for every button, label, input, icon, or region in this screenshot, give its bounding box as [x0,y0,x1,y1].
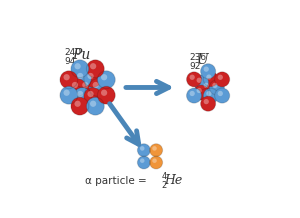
Circle shape [68,78,86,96]
Circle shape [204,66,209,72]
Circle shape [201,80,216,95]
Text: U: U [197,53,209,67]
Circle shape [60,86,78,104]
Circle shape [93,82,99,88]
Circle shape [196,88,202,93]
Circle shape [218,91,223,96]
Circle shape [203,72,218,87]
Circle shape [140,158,145,163]
Circle shape [72,82,78,88]
Circle shape [74,101,81,107]
Circle shape [74,88,91,105]
Circle shape [190,91,195,96]
Text: 240: 240 [64,48,81,57]
Text: 92: 92 [189,62,201,71]
Circle shape [212,83,217,88]
Circle shape [137,156,150,169]
Circle shape [204,99,209,104]
Circle shape [87,73,94,79]
Circle shape [87,91,94,97]
Circle shape [140,146,145,151]
Circle shape [77,73,83,79]
Circle shape [86,97,104,115]
Text: 4: 4 [161,172,167,181]
Text: 2: 2 [161,181,167,190]
Circle shape [84,70,102,87]
Circle shape [84,88,102,105]
Circle shape [71,97,89,115]
Circle shape [203,88,218,103]
Circle shape [187,88,202,103]
Circle shape [190,75,195,80]
Circle shape [74,70,91,87]
Circle shape [101,90,107,96]
Circle shape [206,91,211,96]
Text: He: He [165,174,183,187]
Circle shape [98,71,115,89]
Circle shape [82,82,88,88]
Text: Pu: Pu [73,48,91,62]
Circle shape [206,75,211,80]
Circle shape [218,75,223,80]
Circle shape [201,96,216,111]
Text: 94: 94 [64,57,75,66]
Circle shape [86,60,104,78]
Circle shape [89,78,107,96]
Circle shape [194,75,208,90]
Circle shape [77,91,83,97]
Circle shape [64,74,70,80]
Circle shape [152,158,157,163]
Circle shape [150,156,163,169]
Circle shape [74,63,81,69]
Circle shape [137,144,150,157]
Circle shape [98,86,115,104]
Circle shape [60,71,78,89]
Text: 236: 236 [189,53,206,62]
Circle shape [187,72,202,87]
Text: α particle =: α particle = [85,176,150,186]
Circle shape [214,72,230,87]
Circle shape [90,63,96,69]
Circle shape [194,85,208,100]
Circle shape [101,74,107,80]
Circle shape [90,101,96,107]
Circle shape [150,144,163,157]
Circle shape [204,83,209,88]
Circle shape [79,78,97,96]
Circle shape [209,80,224,95]
Circle shape [64,90,70,96]
Circle shape [214,88,230,103]
Circle shape [201,64,216,79]
Circle shape [71,60,89,78]
Circle shape [196,78,202,83]
Circle shape [152,146,157,151]
